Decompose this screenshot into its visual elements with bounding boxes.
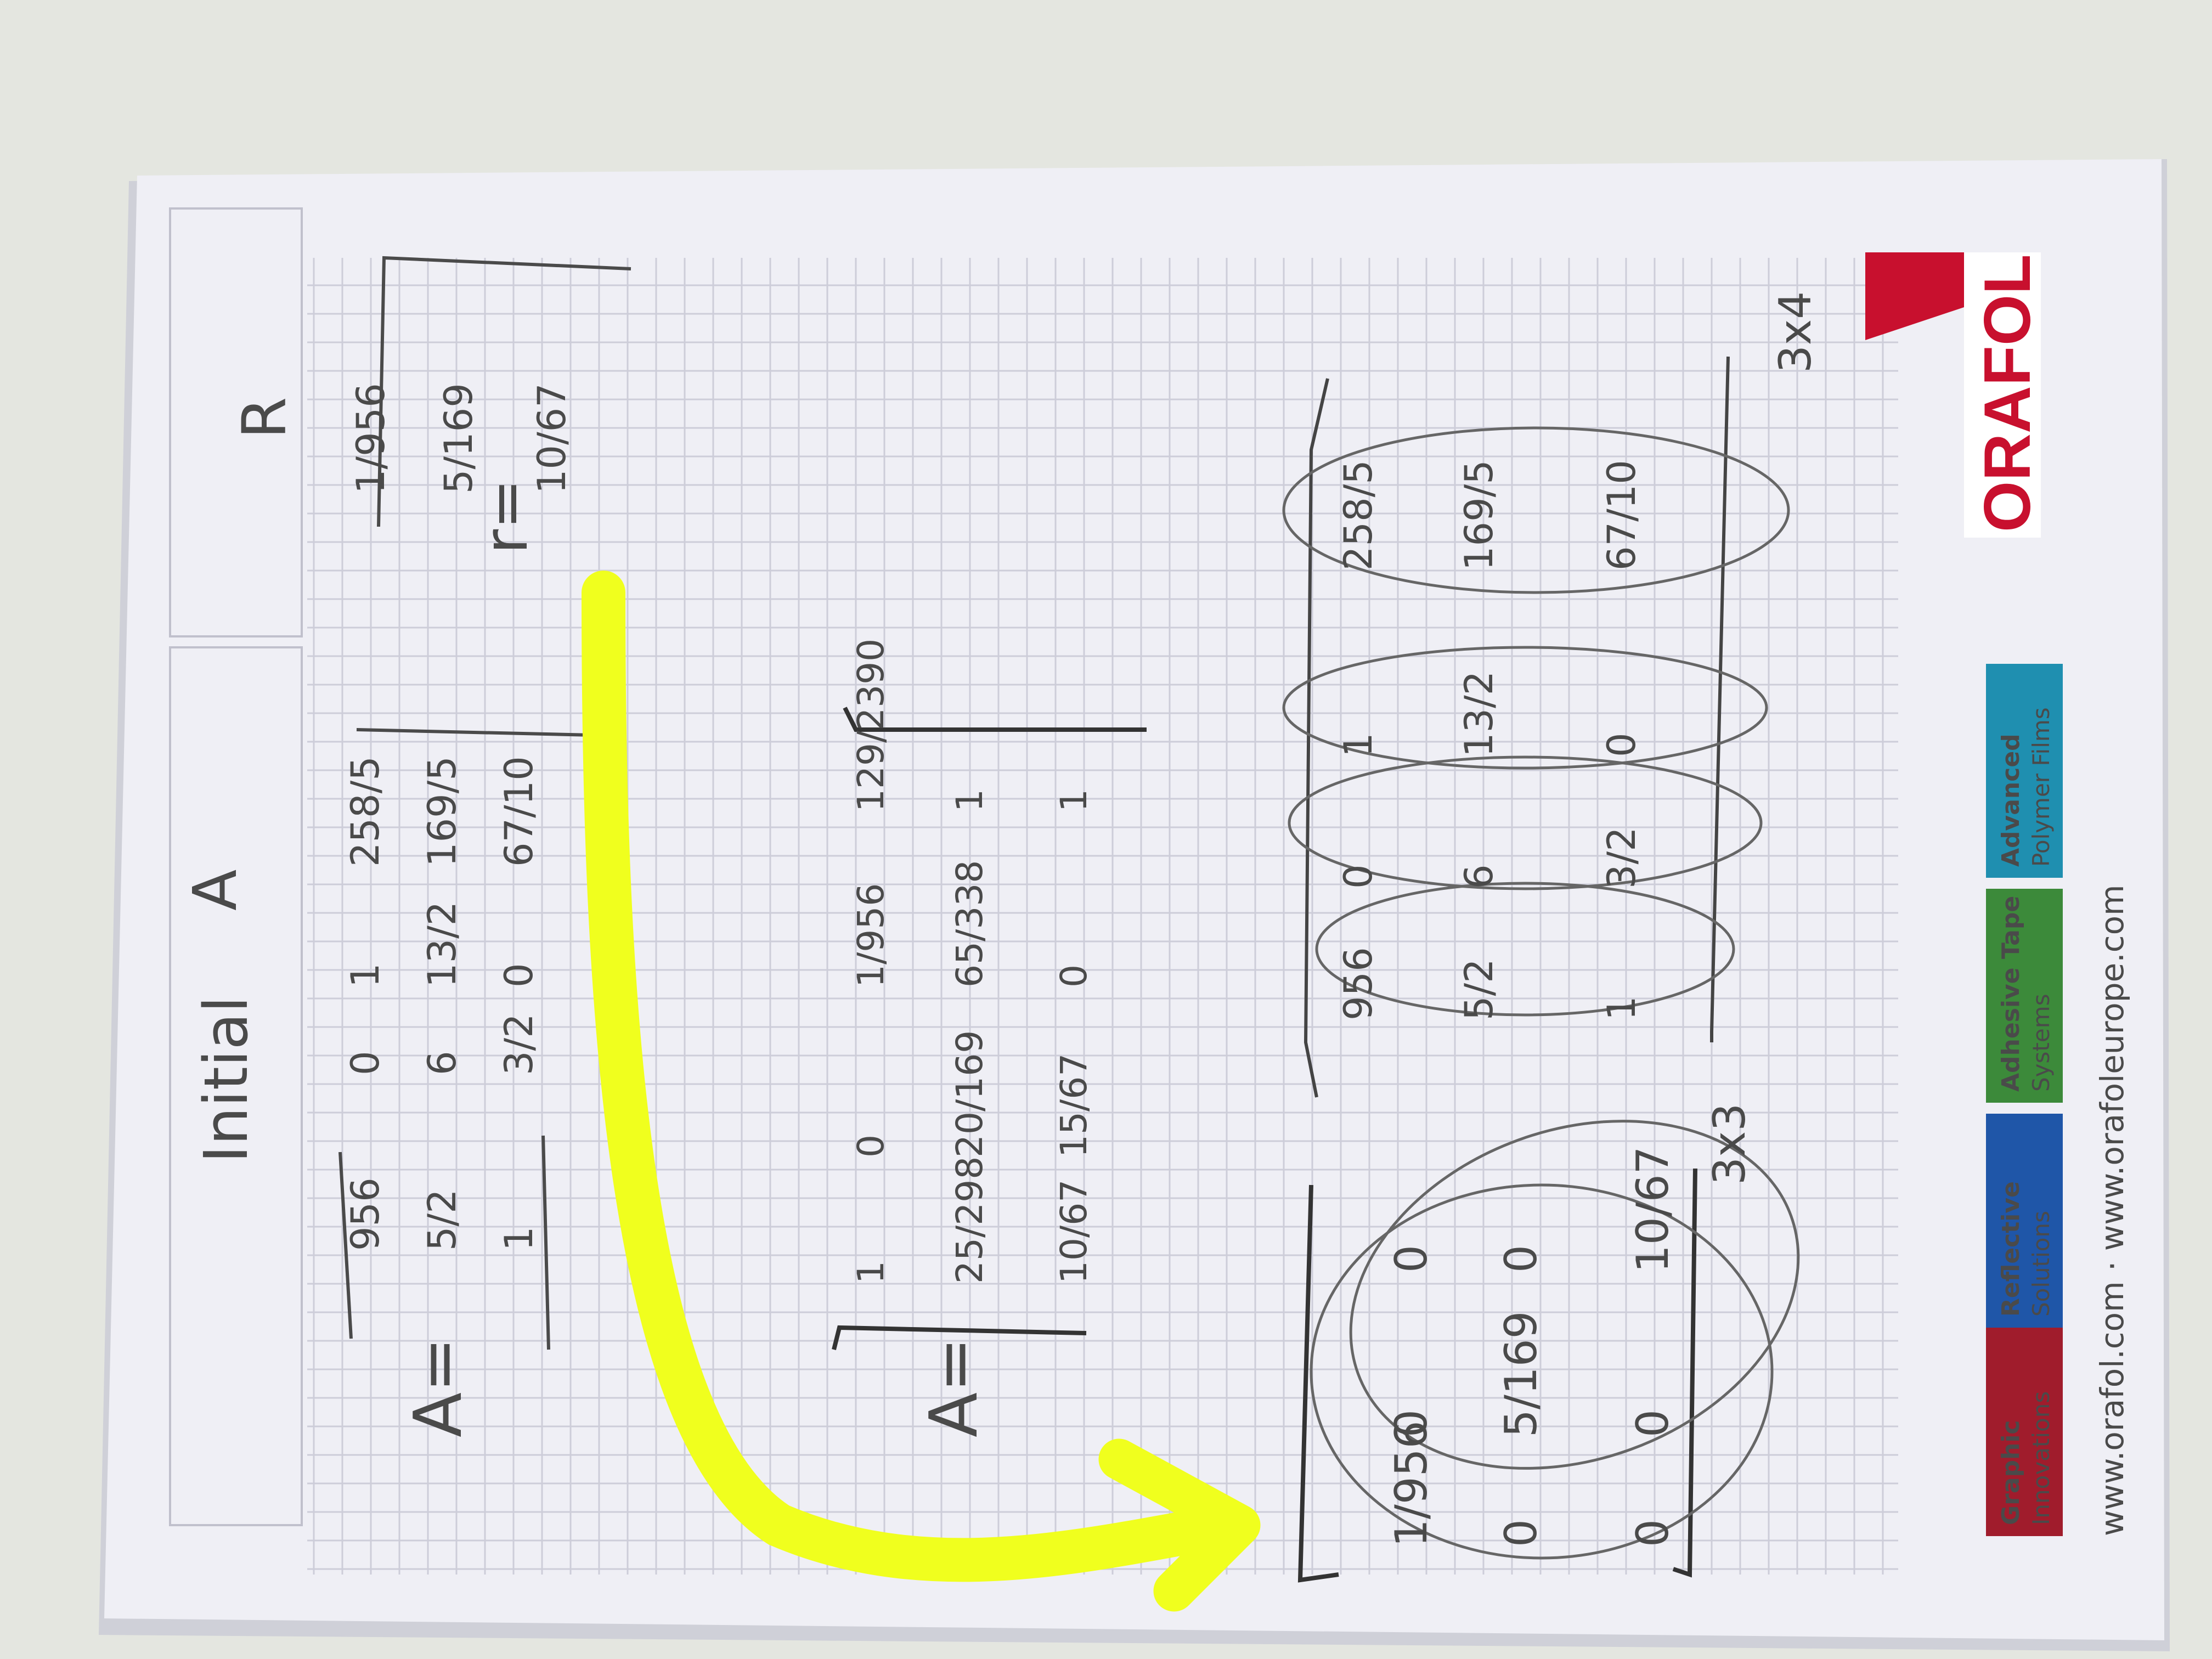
footer-category-line2: Solutions	[2028, 1211, 2055, 1317]
matrix-a-initial-label: A=	[400, 1337, 477, 1437]
matrix-a-normalized-cell: 10/67	[1053, 1180, 1095, 1284]
title-a: A	[180, 870, 250, 911]
diag-matrix-cell: 0	[1627, 1409, 1678, 1437]
brand-name: ORAFOL	[1971, 254, 2044, 532]
result-matrix-cell: 1	[1336, 732, 1381, 757]
result-matrix-cell: 0	[1599, 732, 1644, 757]
matrix-a-normalized-cell: 20/169	[949, 1030, 991, 1158]
footer-category-box	[1986, 1322, 2063, 1536]
matrix-a-normalized-cell: 0	[850, 1135, 892, 1158]
matrix-a-normalized-label: A=	[916, 1337, 992, 1437]
footer-category-line1: Graphic	[1997, 1420, 2025, 1526]
diag-size-label: 3x3	[1704, 1103, 1755, 1185]
matrix-a-initial-cell: 0	[343, 1051, 388, 1075]
vector-r-cell: 10/67	[529, 383, 574, 494]
footer-category-line1: Reflective	[1997, 1181, 2025, 1317]
matrix-a-initial-cell: 169/5	[420, 756, 465, 867]
footer-category-box	[1986, 1114, 2063, 1328]
footer-website: www.orafol.com · www.orafoleurope.com	[2094, 884, 2131, 1536]
result-matrix-cell: 258/5	[1336, 460, 1381, 571]
result-matrix-cell: 169/5	[1457, 460, 1502, 571]
footer-category-line2: Systems	[2028, 994, 2055, 1092]
diag-matrix-cell: 0	[1627, 1519, 1678, 1547]
title-r: R	[229, 397, 300, 439]
matrix-a-initial-cell: 6	[420, 1051, 465, 1075]
footer-category-line2: Polymer Films	[2028, 707, 2055, 867]
footer-category-box	[1986, 889, 2063, 1103]
vector-r-cell: 1/956	[348, 383, 393, 494]
footer-category: Graphic Innovations	[1986, 1322, 2063, 1536]
result-matrix-cell: 956	[1336, 947, 1381, 1020]
diag-matrix-cell: 0	[1386, 1245, 1437, 1273]
matrix-a-initial-cell: 956	[343, 1177, 388, 1251]
matrix-a-normalized-cell: 1/956	[850, 883, 892, 988]
result-matrix-cell: 3/2	[1599, 827, 1644, 889]
result-matrix-cell: 0	[1336, 864, 1381, 889]
matrix-a-initial-cell: 1	[496, 1226, 541, 1251]
footer-category-line1: Advanced	[1997, 733, 2025, 867]
footer-category-line1: Adhesive Tape	[1997, 896, 2025, 1092]
matrix-a-normalized-cell: 15/67	[1053, 1053, 1095, 1158]
matrix-a-initial-cell: 3/2	[496, 1013, 541, 1075]
matrix-a-initial-cell: 0	[496, 963, 541, 988]
matrix-a-initial-cell: 13/2	[420, 901, 465, 988]
matrix-a-initial-cell: 5/2	[420, 1189, 465, 1251]
footer-category-line2: Innovations	[2028, 1391, 2055, 1525]
matrix-a-normalized-cell: 25/298	[949, 1156, 991, 1284]
result-size-label: 3x4	[1770, 291, 1821, 373]
matrix-a-normalized-cell: 129/2390	[850, 639, 892, 812]
diag-matrix-cell: 10/67	[1627, 1146, 1678, 1273]
result-matrix-cell: 5/2	[1457, 958, 1502, 1020]
result-matrix-cell: 6	[1457, 864, 1502, 889]
diag-matrix-cell: 5/169	[1496, 1311, 1547, 1437]
matrix-a-initial-cell: 1	[343, 963, 388, 988]
header-boxes	[169, 207, 303, 1526]
matrix-a-normalized-cell: 1	[1053, 789, 1095, 812]
diag-matrix-cell: 1/956	[1386, 1420, 1437, 1547]
diag-matrix-cell: 0	[1496, 1245, 1547, 1273]
result-matrix-cell: 67/10	[1599, 460, 1644, 571]
matrix-a-normalized-cell: 0	[1053, 964, 1095, 988]
diag-matrix-cell: 0	[1386, 1409, 1437, 1437]
footer-category-box	[1986, 664, 2063, 878]
highlighter-arrowhead	[1098, 1438, 1261, 1612]
footer-category: Reflective Solutions	[1986, 1114, 2063, 1328]
vector-r-cell: 5/169	[436, 383, 481, 494]
result-matrix-cell: 13/2	[1457, 671, 1502, 757]
footer-category: Advanced Polymer Films	[1986, 664, 2063, 878]
title-initial: Initial	[191, 996, 261, 1163]
footer-category: Adhesive Tape Systems	[1986, 889, 2063, 1103]
matrix-a-initial-cell: 258/5	[343, 756, 388, 867]
grid-area	[307, 258, 1898, 1575]
diag-matrix-cell: 0	[1496, 1519, 1547, 1547]
highlighter-arrow	[582, 571, 1251, 1582]
vector-r-label: r=	[471, 479, 541, 554]
matrix-a-normalized-cell: 65/338	[949, 860, 991, 988]
matrix-a-initial-cell: 67/10	[496, 756, 541, 867]
vector-r: r= 1/956 5/169 10/67	[348, 256, 631, 554]
matrix-a-normalized-cell: 1	[850, 1261, 892, 1284]
brand-logo: ORAFOL	[1865, 252, 2044, 538]
matrix-a-normalized-cell: 1	[949, 789, 991, 812]
result-matrix-cell: 1	[1599, 996, 1644, 1020]
